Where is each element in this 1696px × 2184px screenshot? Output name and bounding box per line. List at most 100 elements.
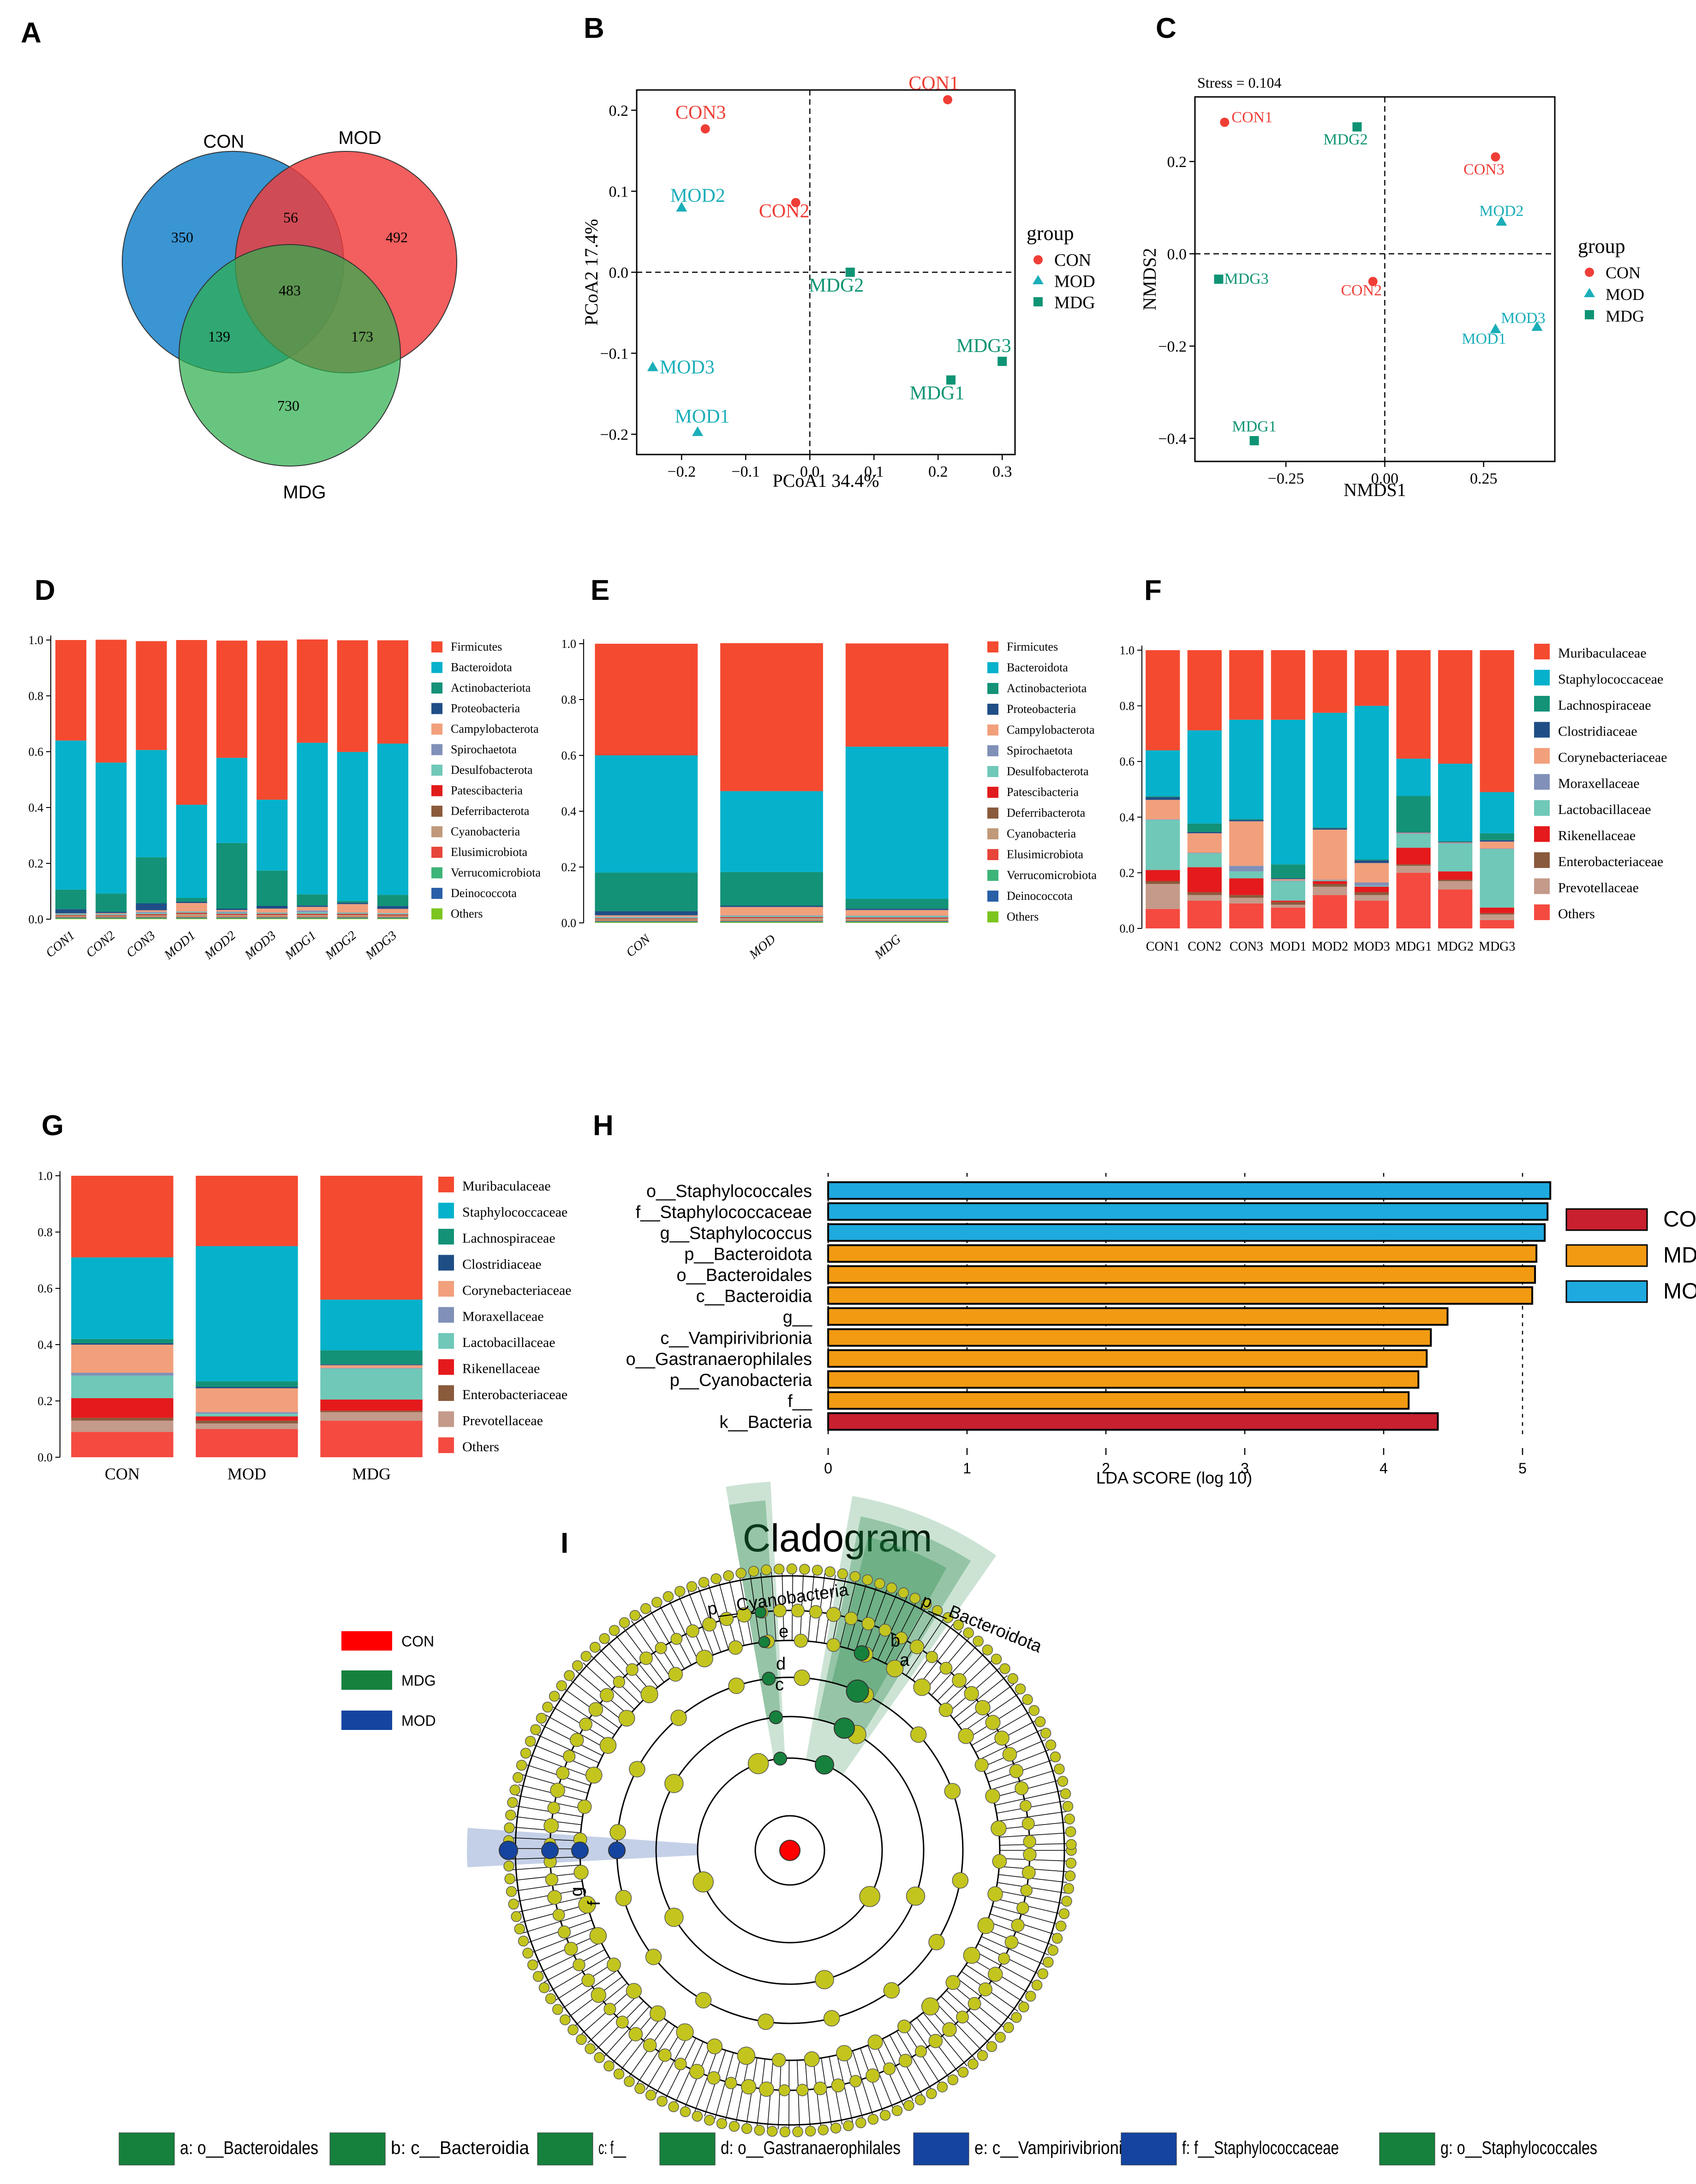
family-sample-bar-segment (1271, 881, 1306, 901)
family-sample-bar-segment (1146, 800, 1180, 820)
family-group-bar-segment (71, 1420, 173, 1432)
cladogram-node (1054, 1763, 1065, 1775)
cladogram-node (585, 2043, 596, 2054)
cladogram-node (504, 1822, 515, 1833)
cladogram-node (977, 1917, 994, 1934)
family-sample-bar-segment (1480, 792, 1514, 833)
family-sample-bar-segment (1229, 719, 1264, 820)
family-sample-legend-label: Moraxellaceae (1558, 776, 1640, 791)
nmds-x-tick-label: 0.00 (1371, 470, 1399, 487)
cladogram-node (590, 1641, 601, 1653)
cladogram-ring (655, 1716, 925, 1985)
family-group-bar-segment (71, 1343, 173, 1345)
phylum-group-bar-segment (720, 791, 823, 872)
pcoa-point-con1-label: CON1 (908, 73, 959, 94)
cladogram-node (538, 1982, 550, 1993)
cladogram-node-mdg (758, 1636, 770, 1648)
cladogram-node (609, 1824, 626, 1841)
family-sample-bar-segment (1229, 898, 1264, 904)
family-sample-bar-segment (1229, 821, 1264, 866)
family-sample-bar-segment (1480, 907, 1514, 913)
cladogram-node (748, 1566, 759, 1577)
cladogram-key-label: d: o__Gastranaerophilales (721, 2138, 901, 2158)
family-group-bar-segment (196, 1387, 298, 1388)
family-sample-bar-segment (1187, 853, 1222, 868)
cladogram-node-mdg (846, 1679, 869, 1703)
cladogram-node (754, 2124, 765, 2136)
phylum-group-bar-segment (595, 911, 698, 915)
cladogram-branch (597, 1647, 646, 1698)
pcoa-legend-marker-con (1033, 255, 1043, 264)
pcoa-legend-mod: MOD (1054, 272, 1095, 291)
cladogram-node-mdg (854, 1645, 870, 1661)
phylum-sample-bar-segment (257, 905, 288, 909)
pcoa-y-tick-label: −0.1 (600, 346, 628, 363)
family-sample-bar-segment (1396, 796, 1431, 832)
family-sample-bar-segment (1187, 867, 1222, 892)
phylum-sample-y-tick-label: 0.2 (29, 857, 44, 870)
phylum-sample-bar-segment (96, 918, 127, 919)
cladogram-node (664, 1908, 684, 1927)
family-sample-bar-segment (1187, 895, 1222, 901)
family-group-legend-swatch (438, 1359, 454, 1375)
family-sample-bar-segment (1354, 882, 1389, 886)
pcoa-y-tick-label: 0.0 (609, 264, 629, 281)
cladogram-node-mdg (762, 1671, 776, 1686)
lda-category-label: g__Staphylococcus (660, 1224, 812, 1243)
phylum-group-bar-segment (595, 915, 698, 917)
phylum-sample-bar-segment (96, 914, 127, 915)
cladogram-node (1015, 1781, 1029, 1795)
cladogram-node (985, 1789, 1000, 1804)
cladogram-node (603, 2060, 615, 2072)
family-sample-bar-segment (1396, 833, 1431, 848)
family-group-bar-segment (71, 1418, 173, 1421)
phylum-sample-bar-segment (257, 870, 288, 906)
nmds-point-mod2-label: MOD2 (1479, 203, 1523, 220)
pcoa-point-mod1 (692, 426, 704, 436)
pcoa-x-tick-label: 0.1 (864, 463, 884, 480)
pcoa-x-tick-label: −0.1 (731, 463, 760, 480)
family-sample-bar-segment (1146, 884, 1180, 909)
cladogram-node (1058, 1908, 1070, 1919)
phylum-group-legend-swatch (987, 641, 998, 652)
family-group-legend-swatch (438, 1177, 454, 1192)
nmds-point-mdg3 (1214, 275, 1224, 284)
phylum-group-bar-segment (720, 915, 823, 916)
phylum-sample-bar-segment (377, 913, 408, 914)
family-sample-bar-segment (1438, 889, 1473, 928)
phylum-sample-legend-swatch (431, 765, 442, 776)
cladogram-node (504, 1873, 515, 1885)
cladogram-node (513, 1772, 524, 1783)
family-sample-legend-label: Muribaculaceae (1558, 646, 1647, 661)
family-group-legend-label: Moraxellaceae (462, 1309, 544, 1324)
cladogram-branch (556, 1696, 615, 1735)
cladogram-node (861, 1617, 875, 1631)
cladogram-node (792, 2126, 803, 2137)
cladogram-node (1016, 1902, 1029, 1915)
cladogram-node (543, 1818, 559, 1834)
family-sample-bar-segment (1146, 820, 1180, 870)
phylum-sample-bar-segment (216, 913, 248, 914)
phylum-sample-bar-segment (377, 640, 408, 744)
family-group-legend-label: Staphylococcaceae (462, 1205, 567, 1220)
phylum-group-y-tick-label: 0.8 (561, 693, 577, 706)
cladogram-node (849, 1571, 861, 1582)
family-sample-bar-segment (1313, 886, 1347, 895)
family-sample-bar-segment (1271, 719, 1306, 865)
cladogram-node (741, 2123, 752, 2134)
cladogram-branch (649, 1609, 685, 1669)
lda-bar (827, 1244, 1538, 1263)
pcoa-x-axis-label: PCoA1 34.4% (772, 470, 879, 491)
cladogram-node (1051, 1933, 1063, 1944)
cladogram-node (557, 1925, 571, 1939)
cladogram-clade-label: e (779, 1622, 788, 1641)
phylum-sample-bar-segment (96, 762, 127, 894)
family-sample-legend-swatch (1534, 748, 1550, 764)
cladogram-node (886, 1660, 904, 1677)
cladogram-node (813, 2082, 827, 2095)
cladogram-node (1066, 1839, 1077, 1850)
phylum-sample-bar-segment (337, 913, 368, 914)
family-group-bar-segment (320, 1420, 423, 1457)
cladogram-branch (991, 1769, 1057, 1790)
phylum-sample-bar-segment (176, 913, 207, 914)
